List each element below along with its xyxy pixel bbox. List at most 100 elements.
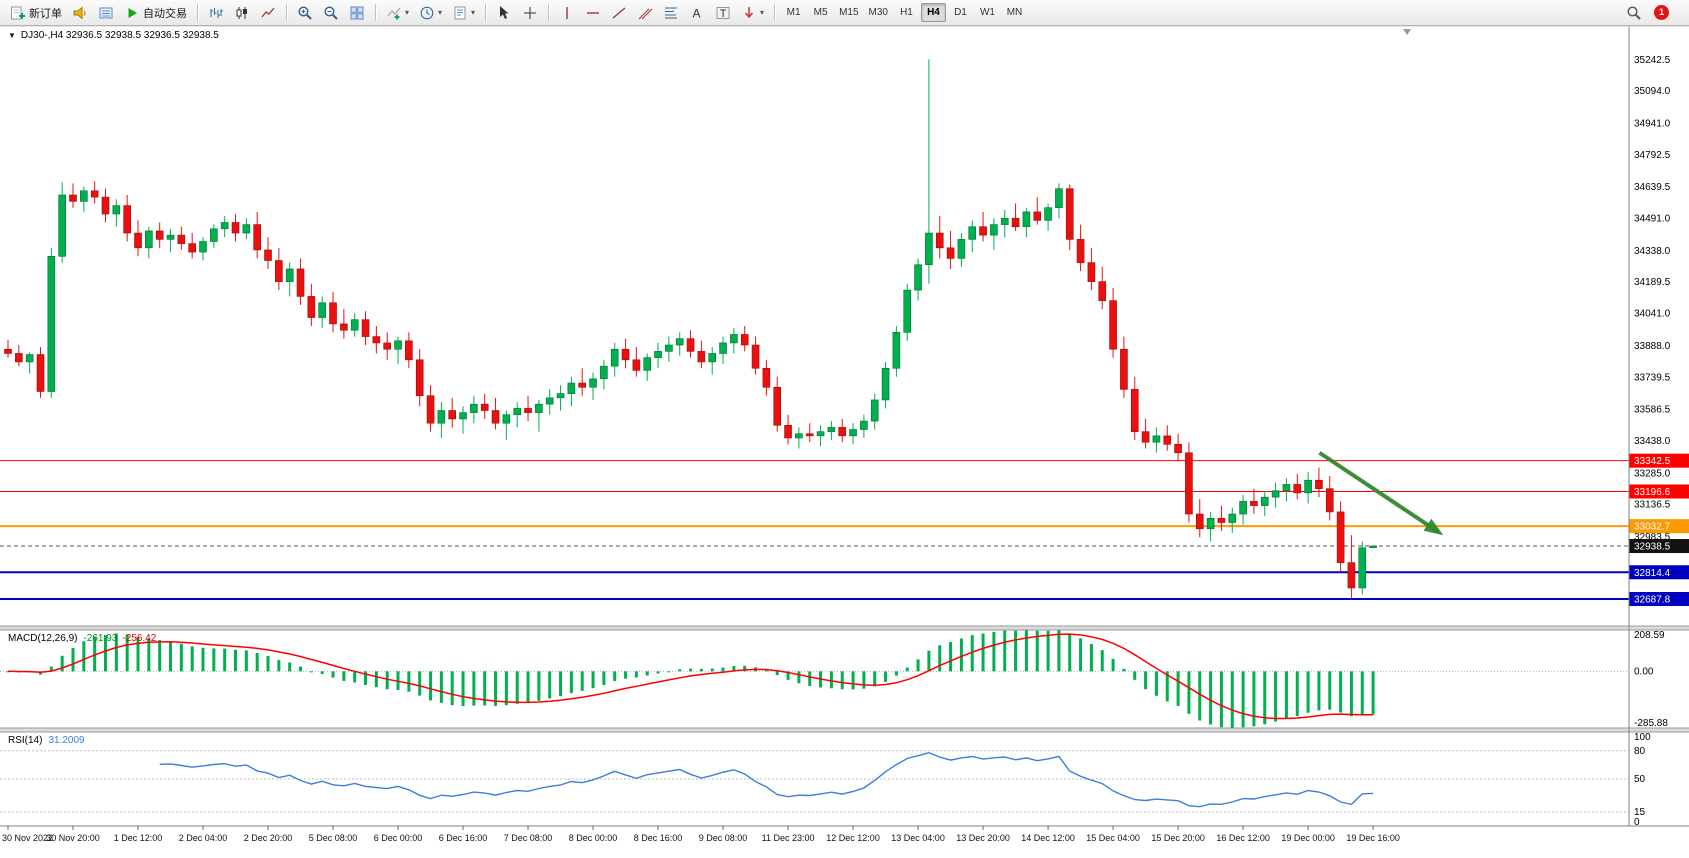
- svg-text:33032.7: 33032.7: [1634, 522, 1671, 533]
- svg-text:34041.0: 34041.0: [1634, 309, 1671, 320]
- candlestick-chart-icon: [236, 6, 247, 19]
- tf-button[interactable]: D1: [954, 7, 967, 18]
- cursor-button[interactable]: [492, 3, 516, 23]
- horizontal-line-tool-button[interactable]: [581, 3, 605, 23]
- svg-text:2 Dec 20:00: 2 Dec 20:00: [244, 833, 293, 843]
- svg-text:32983.5: 32983.5: [1634, 532, 1671, 543]
- tf-button[interactable]: H1: [900, 7, 913, 18]
- dropdown-caret-icon: ▾: [438, 7, 443, 17]
- vertical-line-icon: [566, 6, 568, 19]
- chart-title-text: DJ30-,H4 32936.5 32938.5 32936.5 32938.5: [20, 30, 219, 41]
- svg-text:11 Dec 23:00: 11 Dec 23:00: [762, 833, 815, 843]
- fibonacci-icon: [665, 7, 678, 18]
- dropdown-caret-icon: ▾: [405, 7, 410, 17]
- toolbar-right-group: 1: [1622, 3, 1683, 23]
- price-chart[interactable]: 35242.5 35094.0 34941.0 34792.5 34639.5 34491…: [0, 26, 1689, 858]
- toolbar-separator: [286, 4, 287, 21]
- trendline-icon: [612, 6, 626, 19]
- dropdown-caret-icon: ▾: [760, 7, 765, 17]
- svg-text:12 Dec 12:00: 12 Dec 12:00: [826, 833, 880, 843]
- templates-button[interactable]: ▾: [448, 3, 479, 23]
- auto-trading-label: 自动交易: [143, 7, 187, 20]
- svg-text:35242.5: 35242.5: [1634, 55, 1671, 66]
- periods-button[interactable]: ▾: [415, 3, 446, 23]
- chart-symbol-label[interactable]: ▼ DJ30-,H4 32936.5 32938.5 32936.5 32938…: [8, 30, 219, 41]
- svg-text:-285.88: -285.88: [1634, 718, 1668, 729]
- toolbar-separator: [485, 4, 487, 21]
- svg-text:14 Dec 12:00: 14 Dec 12:00: [1021, 833, 1075, 843]
- svg-text:8 Dec 16:00: 8 Dec 16:00: [634, 833, 683, 843]
- zoom-in-button[interactable]: [293, 3, 317, 23]
- macd-signal-value: -256.42: [122, 633, 157, 644]
- text-label-tool-button[interactable]: T: [711, 3, 735, 23]
- search-button[interactable]: [1622, 3, 1646, 23]
- tf-button[interactable]: MN: [1006, 7, 1023, 18]
- svg-text:T: T: [720, 8, 727, 20]
- tf-button[interactable]: W1: [979, 7, 995, 18]
- svg-text:6 Dec 16:00: 6 Dec 16:00: [439, 833, 488, 843]
- svg-text:33438.0: 33438.0: [1634, 436, 1671, 447]
- macd-main-value: -261.93: [83, 633, 118, 644]
- play-icon: [128, 7, 137, 18]
- svg-text:19 Dec 16:00: 19 Dec 16:00: [1346, 833, 1400, 843]
- tf-button[interactable]: M30: [868, 7, 888, 18]
- svg-text:208.59: 208.59: [1634, 630, 1665, 641]
- svg-text:34941.0: 34941.0: [1634, 118, 1671, 129]
- svg-text:33196.6: 33196.6: [1634, 487, 1671, 498]
- chart-collapse-icon[interactable]: ▼: [8, 31, 16, 40]
- auto-trading-button[interactable]: 自动交易: [120, 3, 191, 23]
- channel-icon: [638, 8, 653, 19]
- rsi-indicator-label: RSI(14) 31.2009: [8, 735, 85, 746]
- channel-tool-button[interactable]: [633, 3, 657, 23]
- svg-text:33888.0: 33888.0: [1634, 341, 1671, 352]
- new-order-button[interactable]: 新订单: [6, 3, 66, 23]
- svg-text:2 Dec 04:00: 2 Dec 04:00: [179, 833, 228, 843]
- indicators-button[interactable]: ▾: [382, 3, 413, 23]
- zoom-out-button[interactable]: [319, 3, 343, 23]
- text-tool-button[interactable]: A: [685, 3, 709, 23]
- svg-text:33285.0: 33285.0: [1634, 468, 1671, 479]
- market-depth-button[interactable]: [94, 3, 118, 23]
- svg-text:34189.5: 34189.5: [1634, 277, 1671, 288]
- notification-badge[interactable]: 1: [1654, 5, 1669, 20]
- trendline-tool-button[interactable]: [607, 3, 631, 23]
- arrows-tool-button[interactable]: ▾: [737, 3, 768, 23]
- svg-text:100: 100: [1634, 732, 1651, 743]
- svg-text:15: 15: [1634, 807, 1646, 818]
- svg-text:6 Dec 00:00: 6 Dec 00:00: [374, 833, 423, 843]
- text-a-icon: A: [693, 6, 701, 20]
- fibonacci-tool-button[interactable]: [659, 3, 683, 23]
- svg-text:15 Dec 04:00: 15 Dec 04:00: [1086, 833, 1140, 843]
- svg-text:35094.0: 35094.0: [1634, 86, 1671, 97]
- svg-text:15 Dec 20:00: 15 Dec 20:00: [1151, 833, 1205, 843]
- tf-button[interactable]: M5: [813, 7, 828, 18]
- horizontal-line-icon: [587, 11, 600, 14]
- candlestick-chart-button[interactable]: [230, 3, 254, 23]
- cursor-icon: [500, 5, 509, 19]
- svg-text:16 Dec 12:00: 16 Dec 12:00: [1216, 833, 1270, 843]
- macd-indicator-label: MACD(12,26,9) -261.93 -256.42: [8, 633, 156, 644]
- template-icon: [454, 6, 466, 19]
- new-order-icon: [11, 6, 25, 19]
- tile-windows-button[interactable]: [345, 3, 369, 23]
- svg-text:13 Dec 04:00: 13 Dec 04:00: [891, 833, 945, 843]
- line-chart-icon: [261, 7, 275, 17]
- dropdown-caret-icon: ▾: [471, 7, 476, 17]
- clock-icon: [420, 6, 434, 19]
- svg-text:7 Dec 08:00: 7 Dec 08:00: [504, 833, 553, 843]
- svg-text:50: 50: [1634, 774, 1646, 785]
- tf-button[interactable]: M15: [839, 7, 859, 18]
- bar-chart-button[interactable]: [204, 3, 228, 23]
- tf-button[interactable]: M1: [786, 7, 801, 18]
- svg-text:1 Dec 12:00: 1 Dec 12:00: [114, 833, 163, 843]
- svg-text:30 Nov 2022: 30 Nov 2022: [2, 833, 53, 843]
- svg-text:32938.5: 32938.5: [1634, 542, 1671, 553]
- tf-button[interactable]: H4: [920, 3, 946, 22]
- crosshair-button[interactable]: [518, 3, 542, 23]
- rsi-name: RSI(14): [8, 735, 43, 746]
- sound-alert-button[interactable]: [68, 3, 92, 23]
- svg-text:0.00: 0.00: [1634, 666, 1654, 677]
- line-chart-button[interactable]: [256, 3, 280, 23]
- vertical-line-tool-button[interactable]: [555, 3, 579, 23]
- main-toolbar: 新订单 自动交易: [0, 0, 1689, 26]
